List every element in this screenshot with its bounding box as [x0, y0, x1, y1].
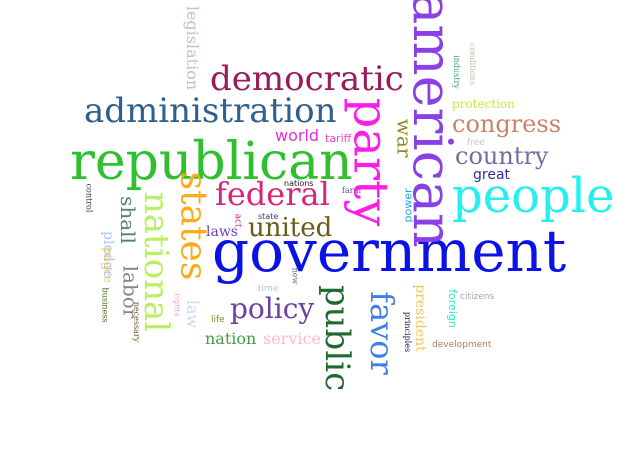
- word-control: control: [83, 183, 93, 213]
- word-rights: rights: [171, 293, 181, 317]
- word-policy: policy: [230, 292, 315, 325]
- word-life: life: [211, 315, 225, 325]
- word-united: united: [248, 213, 333, 243]
- word-principles: principles: [403, 311, 413, 353]
- word-peace: peace: [100, 247, 115, 283]
- word-national: national: [136, 191, 177, 333]
- word-government: government: [212, 217, 567, 285]
- word-new: new: [289, 267, 299, 285]
- word-laws: laws: [206, 224, 238, 240]
- word-act: act: [232, 213, 243, 227]
- word-legislation: legislation: [183, 5, 203, 91]
- word-great: great: [473, 167, 511, 183]
- word-tariff: tariff: [325, 132, 352, 145]
- word-service: service: [263, 329, 321, 348]
- word-farm: farm: [342, 186, 362, 195]
- word-industry: industry: [451, 55, 461, 89]
- word-necessary: necessary: [132, 301, 142, 343]
- word-power: power: [401, 188, 415, 222]
- word-president: president: [411, 284, 428, 352]
- word-favor: favor: [362, 291, 401, 375]
- word-country: country: [455, 142, 549, 170]
- word-party: party: [341, 97, 398, 227]
- word-people: people: [452, 168, 615, 224]
- word-public: public: [317, 284, 358, 392]
- word-congress: congress: [452, 110, 562, 138]
- word-federal: federal: [215, 175, 330, 213]
- word-protection: protection: [452, 97, 515, 111]
- word-world: world: [275, 126, 320, 145]
- word-nation: nation: [205, 329, 257, 348]
- word-development: development: [432, 340, 492, 350]
- word-foreign: foreign: [445, 288, 459, 328]
- word-war: war: [391, 118, 416, 158]
- word-states: states: [171, 171, 213, 281]
- word-nations: nations: [284, 179, 314, 188]
- word-citizens: citizens: [460, 292, 495, 302]
- word-democratic: democratic: [210, 59, 404, 99]
- word-republican: republican: [70, 132, 353, 192]
- word-law: law: [183, 299, 203, 329]
- word-administration: administration: [84, 91, 337, 131]
- word-time: time: [258, 284, 279, 294]
- word-business: business: [100, 287, 110, 323]
- word-shall: shall: [115, 196, 140, 244]
- word-state: state: [258, 212, 279, 221]
- word-free: free: [467, 138, 485, 148]
- word-conditions: conditions: [467, 43, 477, 85]
